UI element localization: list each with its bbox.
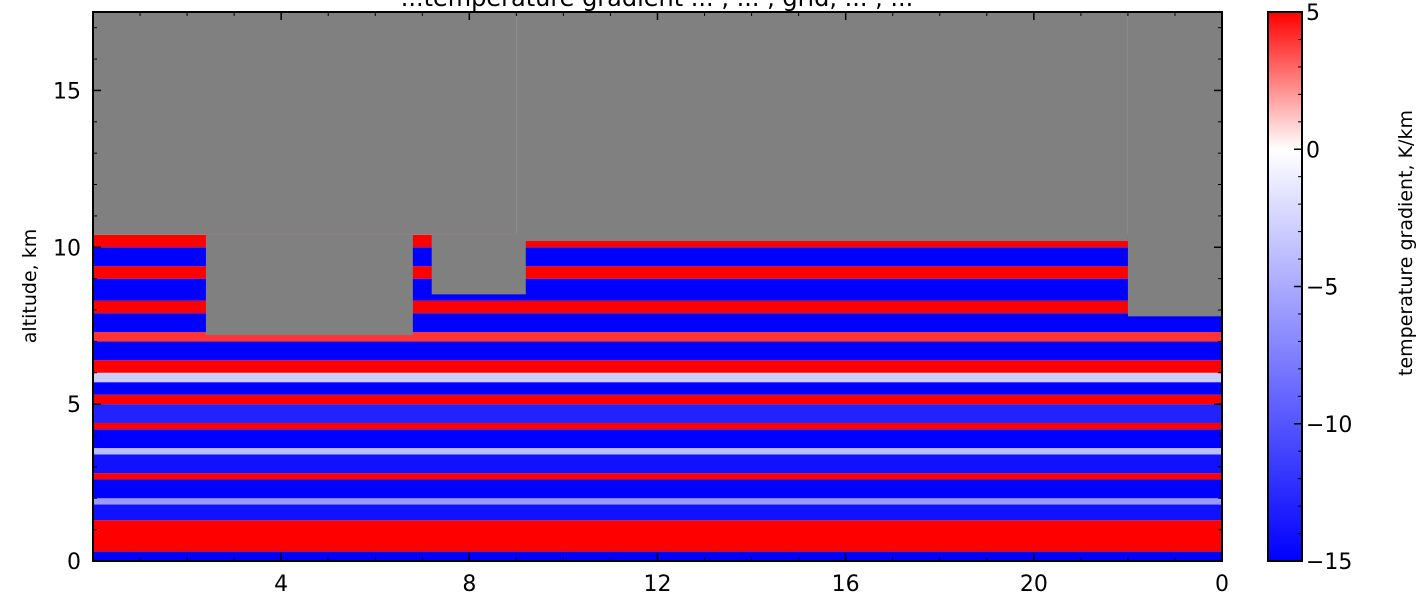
missing-data-region [93, 12, 517, 235]
y-tick-label: 0 [67, 550, 81, 575]
y-tick-label: 15 [53, 79, 81, 104]
colorbar-label: temperature gradient, K/km [1395, 110, 1417, 376]
missing-data-region [205, 234, 413, 336]
missing-data-region [431, 234, 526, 295]
x-axis: 4 8 12 16 20 0 [139, 12, 1229, 596]
heatmap-band [93, 382, 1222, 395]
colorbar-ticks: 5 0 −5 −10 −15 [1294, 1, 1352, 575]
x-tick-label: 20 [1020, 572, 1048, 596]
heatmap-band [93, 448, 1222, 455]
heatmap-band [93, 520, 1222, 552]
heatmap-band [93, 394, 1222, 405]
colorbar-tick-label: −15 [1306, 550, 1352, 575]
heatmap-band [93, 473, 1222, 480]
heatmap-band [93, 341, 1222, 361]
y-axis: 0 5 10 15 [53, 27, 1222, 575]
colorbar-tick-label: −10 [1306, 413, 1352, 438]
x-tick-label: 8 [462, 572, 476, 596]
heatmap-band [93, 504, 1222, 521]
x-tick-label: 0 [1215, 572, 1229, 596]
heatmap-band [93, 422, 1222, 430]
heatmap-band [93, 454, 1222, 474]
x-tick-label: 16 [832, 572, 860, 596]
x-tick-label: 12 [644, 572, 672, 596]
y-axis-label: altitude, km [19, 229, 41, 343]
missing-data-region [1127, 12, 1222, 317]
heatmap-band [93, 372, 1222, 383]
y-tick-label: 10 [53, 236, 81, 261]
heatmap-band [93, 404, 1222, 423]
heatmap-band [93, 498, 1222, 505]
y-tick-label: 5 [67, 393, 81, 418]
colorbar-tick-label: −5 [1306, 276, 1338, 301]
heatmap-band [93, 429, 1222, 449]
heatmap-band [93, 479, 1222, 499]
missing-data-region [516, 12, 1128, 242]
heatmap-band [93, 331, 1222, 342]
colorbar-tick-label: 5 [1306, 1, 1320, 26]
plot-area [93, 12, 1222, 561]
chart-title: ...temperature gradient ... , ... , grid… [401, 0, 914, 12]
x-tick-label: 4 [274, 572, 288, 596]
heatmap-band [93, 360, 1222, 373]
colorbar-tick-label: 0 [1306, 138, 1320, 163]
